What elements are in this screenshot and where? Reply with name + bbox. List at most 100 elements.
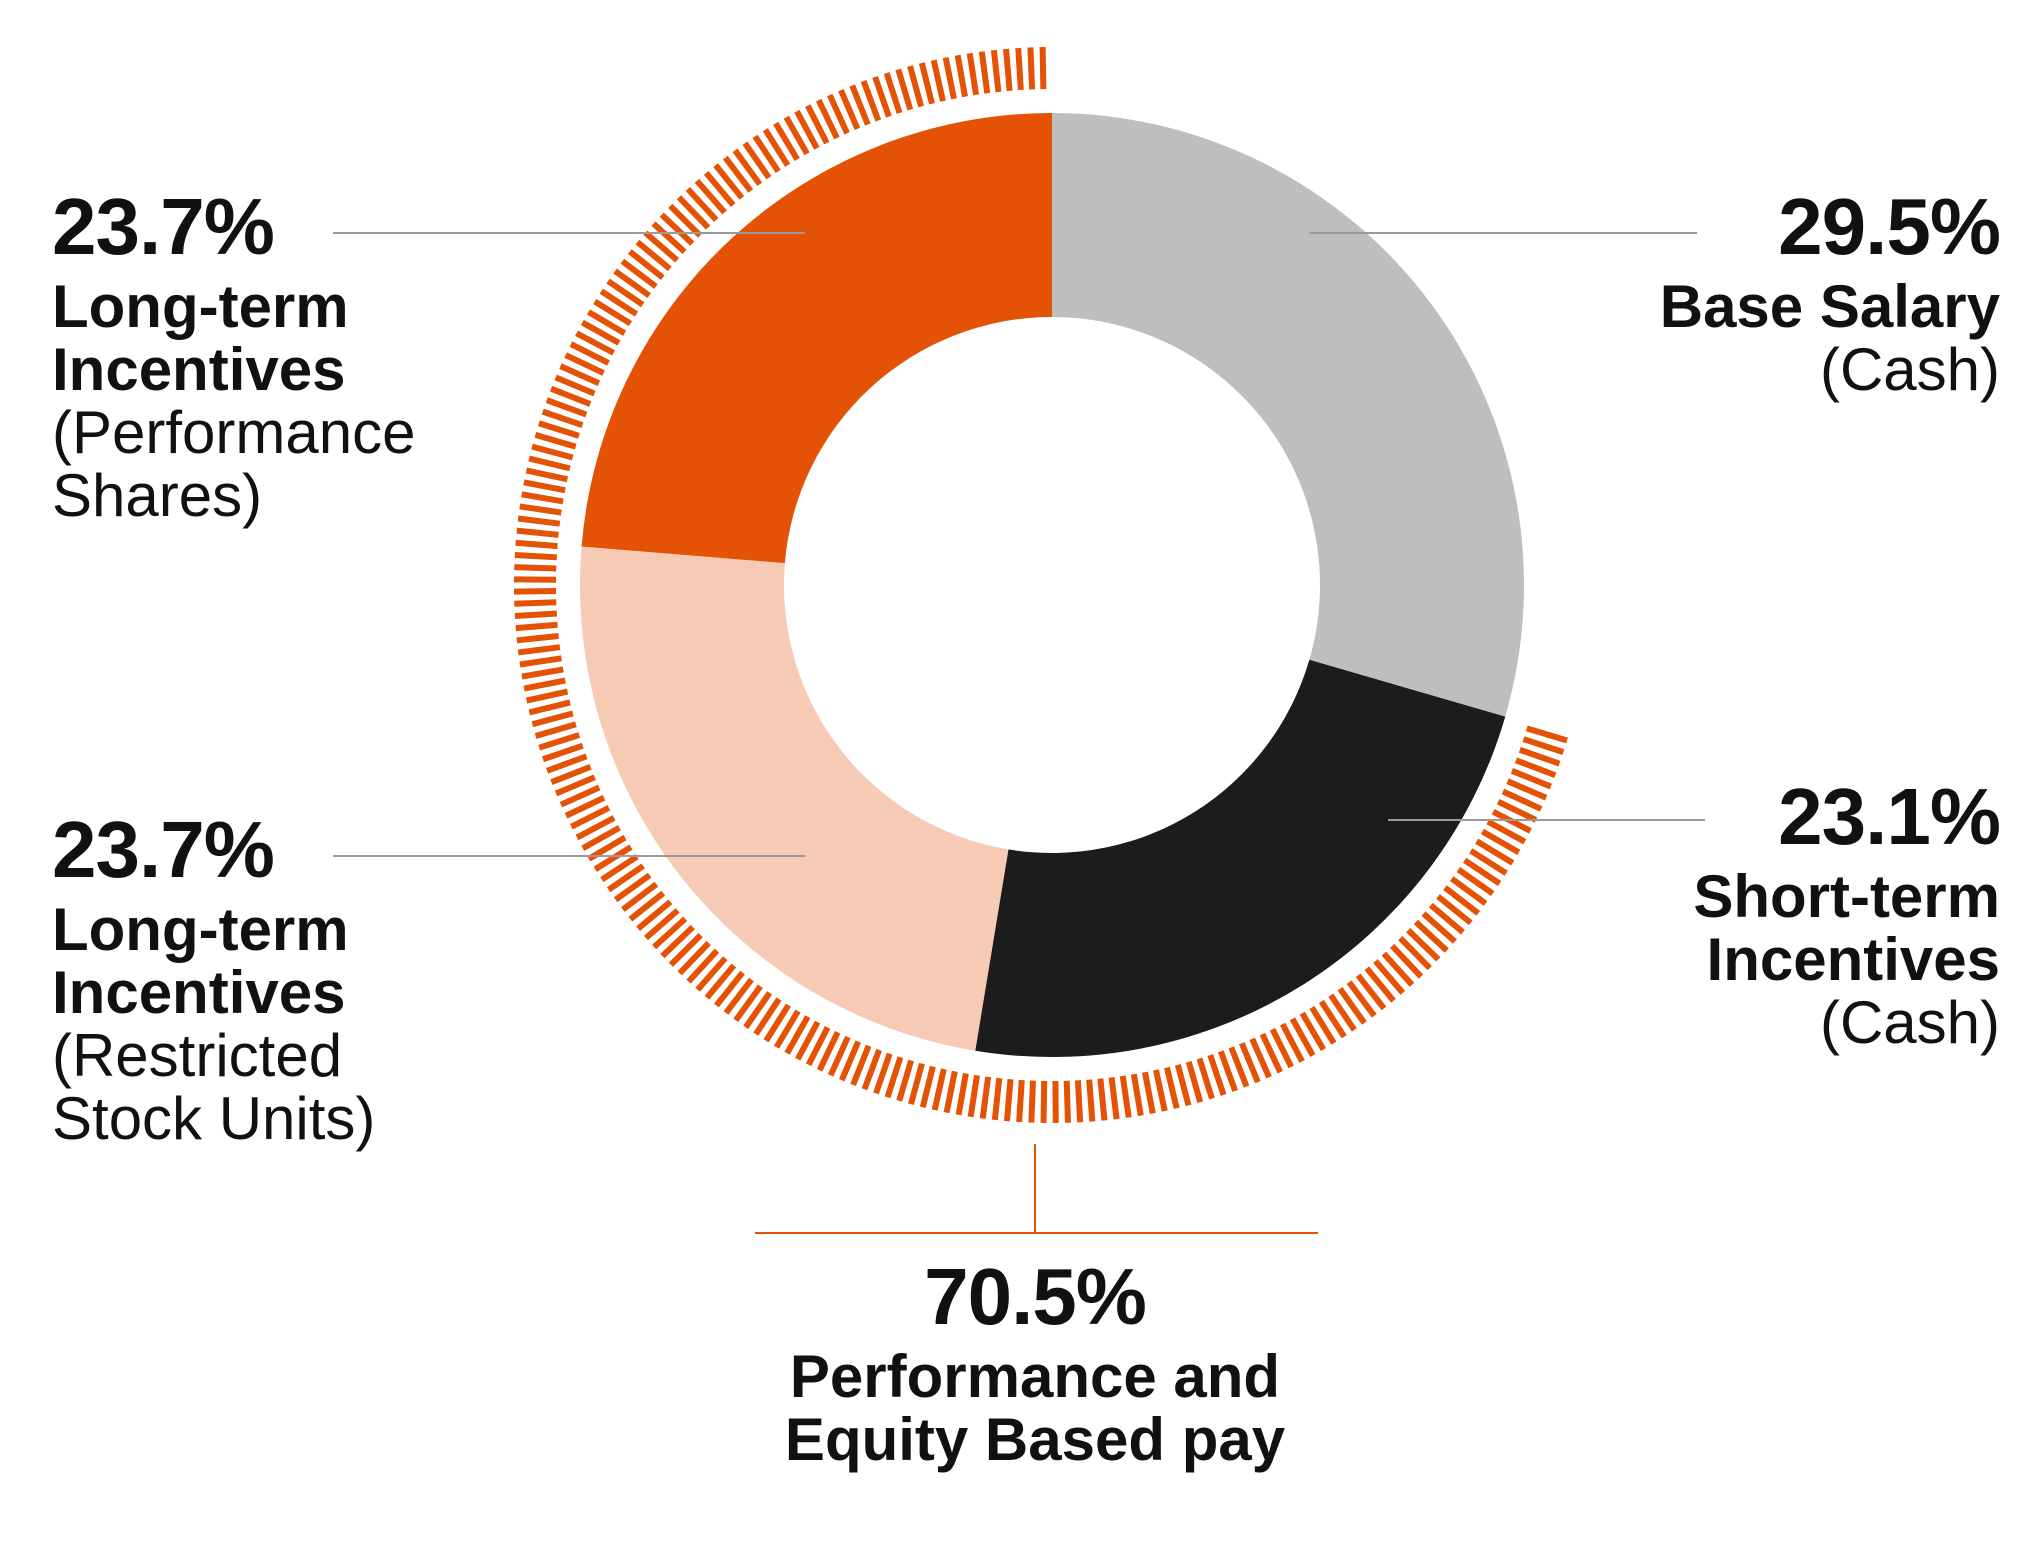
sublabel-base-salary: (Cash) — [1819, 336, 2000, 403]
group-arc-tick — [794, 109, 820, 150]
group-arc-tick — [1039, 47, 1047, 90]
group-arc-tick — [1514, 757, 1557, 778]
group-arc-tick — [517, 644, 561, 656]
label-long-term-rsu-line2: Incentives — [52, 959, 346, 1026]
group-arc-tick — [575, 330, 616, 356]
group-arc-tick — [575, 815, 616, 841]
group-arc-tick — [763, 1003, 791, 1043]
group-arc-tick — [1185, 1060, 1204, 1103]
group-arc-tick — [1506, 778, 1548, 801]
group-arc-tick — [1525, 725, 1568, 744]
group-arc-tick — [514, 551, 557, 561]
group-arc-tick — [521, 666, 564, 680]
group-arc-tick — [564, 352, 605, 376]
group-arc-tick — [1486, 819, 1527, 845]
group-arc-tick — [1074, 1080, 1084, 1123]
group-arc-tick — [1406, 928, 1441, 962]
group-arc-tick — [1413, 919, 1449, 953]
group-hatched-arc — [513, 47, 1568, 1124]
label-long-term-rsu-line1: Long-term — [52, 896, 349, 963]
group-arc-tick — [1346, 980, 1377, 1018]
group-arc-tick — [1269, 1027, 1294, 1069]
group-arc-tick — [883, 72, 903, 114]
group-arc-tick — [723, 977, 754, 1015]
group-arc-tick — [1469, 848, 1508, 876]
group-arc-tick — [586, 309, 627, 336]
callout-short-term-incentives: 23.1% Short-term Incentives (Cash) — [1693, 775, 2001, 1056]
group-arc-tick — [795, 1020, 821, 1061]
group-arc-tick — [1119, 1075, 1132, 1118]
group-arc-tick — [515, 621, 558, 632]
group-arc-tick — [1522, 736, 1565, 755]
percent-performance-equity: 70.5% — [924, 1252, 1147, 1341]
group-arc-tick — [743, 991, 773, 1030]
group-arc-tick — [564, 795, 606, 819]
group-arc-tick — [784, 1015, 811, 1055]
callout-base-salary: 29.5% Base Salary (Cash) — [1660, 185, 2001, 403]
callout-performance-equity-total: 70.5% Performance and Equity Based pay — [735, 1252, 1335, 1472]
group-arc-tick — [753, 997, 782, 1036]
group-arc-tick — [967, 1074, 980, 1118]
group-arc-tick — [521, 491, 564, 505]
group-arc-tick — [850, 1044, 872, 1086]
group-arc-tick — [918, 62, 935, 105]
group-arc-tick — [762, 128, 791, 167]
group-arc-tick — [659, 212, 695, 246]
group-arc-tick — [896, 1059, 915, 1102]
group-arc-tick — [1196, 1057, 1215, 1100]
group-arc-tick — [1003, 1079, 1014, 1122]
slice-long-term-rsu — [579, 546, 1009, 1051]
group-arc-tick — [685, 186, 719, 222]
sublabel-short-term: (Cash) — [1819, 989, 2000, 1056]
group-arc-tick — [569, 341, 610, 366]
group-arc-tick — [620, 258, 658, 289]
group-arc-tick — [606, 863, 645, 893]
group-arc-tick — [537, 420, 580, 439]
group-arc-tick — [990, 49, 1002, 93]
group-arc-tick — [1398, 936, 1432, 971]
group-arc-tick — [991, 1077, 1003, 1121]
group-arc-tick — [606, 278, 645, 308]
group-arc-tick — [1309, 1005, 1337, 1045]
group-arc-tick — [827, 1035, 851, 1077]
group-arc-tick — [549, 385, 592, 407]
group-arc-tick — [686, 948, 720, 984]
group-arc-tick — [525, 688, 569, 704]
group-arc-tick — [546, 753, 588, 774]
sublabel-long-term-ps-line1: (Performance — [52, 399, 416, 466]
group-arc-tick — [1239, 1042, 1261, 1084]
group-arc-tick — [636, 899, 673, 931]
group-arc-tick — [1355, 973, 1387, 1011]
group-arc-tick — [652, 916, 688, 950]
group-arc-tick — [1337, 987, 1367, 1025]
group-arc-tick — [580, 319, 621, 346]
group-arc-tick — [550, 763, 592, 785]
group-arc-tick — [668, 932, 703, 967]
group-arc-tick — [514, 610, 557, 619]
group-arc-tick — [1436, 894, 1473, 926]
group-arc-tick — [1510, 768, 1552, 790]
group-arc-tick — [1207, 1054, 1227, 1096]
group-arc-tick — [519, 503, 562, 516]
group-arc-tick — [1003, 48, 1013, 92]
group-arc-tick — [613, 268, 651, 298]
group-arc-tick — [849, 84, 871, 126]
group-arc-tick — [1153, 1069, 1168, 1112]
group-arc-tick — [713, 163, 745, 200]
group-arc-tick — [627, 249, 665, 280]
group-arc-tick — [559, 363, 601, 386]
group-arc-tick — [1318, 999, 1347, 1039]
group-arc-tick — [1097, 1078, 1108, 1121]
group-arc-tick — [1389, 943, 1424, 979]
slice-short-term-incentives — [975, 659, 1506, 1058]
group-arc-tick — [519, 655, 562, 668]
group-arc-tick — [528, 455, 571, 472]
group-arc-tick — [621, 881, 659, 912]
group-arc-tick — [908, 1062, 925, 1105]
group-arc-tick — [545, 397, 588, 418]
sublabel-long-term-rsu-line2: Stock Units) — [52, 1085, 376, 1152]
group-arc-tick — [884, 1056, 904, 1099]
label-short-term-line2: Incentives — [1706, 926, 2000, 993]
group-arc-tick — [635, 239, 672, 272]
